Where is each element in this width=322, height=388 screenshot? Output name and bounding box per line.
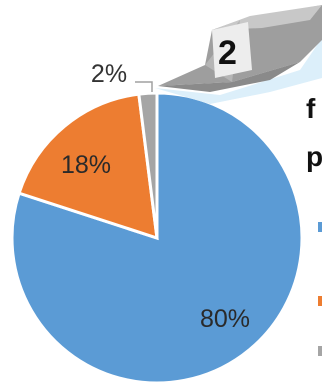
paper-boat-icon — [155, 5, 322, 104]
title-fragment-2: f — [306, 93, 316, 124]
legend-swatch-1 — [318, 222, 322, 232]
slice-label-18: 18% — [61, 151, 111, 179]
title-fragment-3: p — [306, 141, 322, 172]
badge-number: 2 — [218, 34, 237, 72]
legend-swatch-2 — [318, 296, 322, 306]
slice-label-2: 2% — [91, 60, 127, 88]
pie-slice-2 — [137, 91, 159, 239]
legend — [318, 222, 322, 356]
slice-label-80: 80% — [200, 305, 250, 333]
leader-line — [135, 81, 153, 92]
legend-swatch-3 — [318, 346, 322, 356]
pie-slice-18 — [17, 92, 159, 241]
